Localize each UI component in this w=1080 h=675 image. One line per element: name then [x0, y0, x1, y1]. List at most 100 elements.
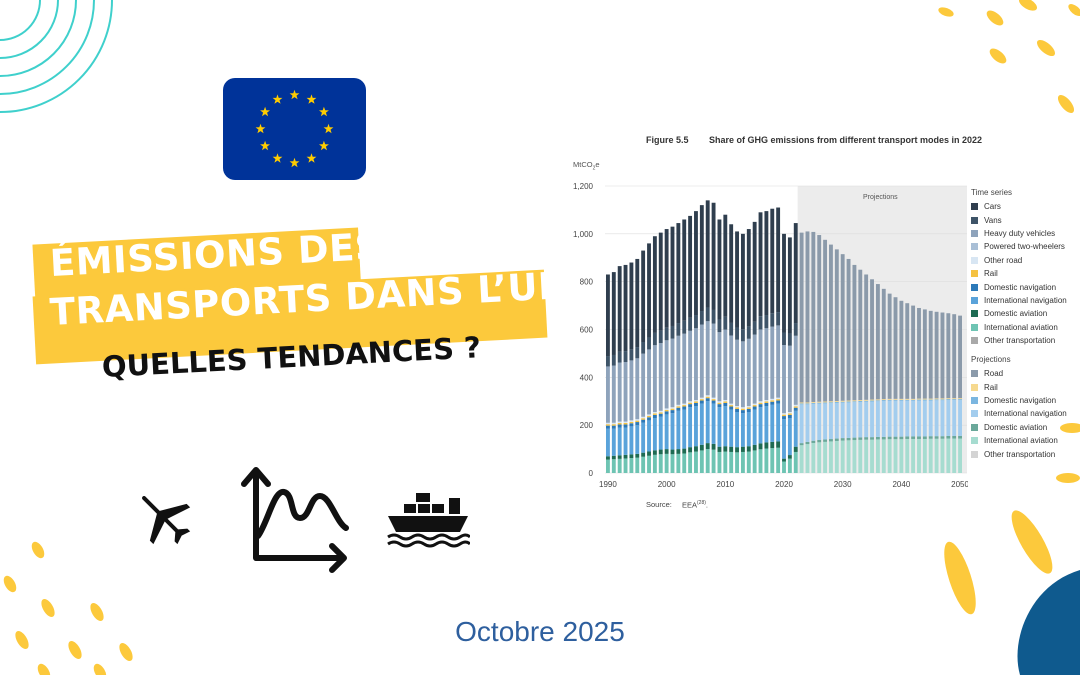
bar-segment — [875, 400, 880, 402]
bar-segment — [829, 439, 833, 442]
bar-segment — [752, 406, 757, 410]
bar-segment — [899, 400, 904, 437]
bar-segment — [605, 456, 610, 460]
bar-segment — [811, 401, 816, 403]
bar-segment — [958, 399, 963, 401]
bar-segment — [694, 328, 698, 401]
bar-segment — [893, 436, 898, 440]
figure-label: Figure 5.5 — [646, 135, 689, 145]
bar-segment — [770, 398, 775, 401]
bar-segment — [852, 401, 857, 403]
bar-segment — [805, 444, 810, 473]
bar-segment — [811, 442, 816, 473]
eu-flag-icon — [223, 78, 366, 180]
bar-segment — [817, 439, 822, 443]
bar-segment — [682, 403, 687, 406]
bar-segment — [834, 249, 839, 402]
bar-segment — [764, 448, 769, 473]
bar-segment — [764, 402, 769, 407]
legend-label: International aviation — [984, 436, 1058, 446]
x-tick-label: 2040 — [892, 480, 910, 489]
bar-segment — [735, 231, 739, 328]
legend-swatch — [971, 256, 978, 264]
legend-time-series: Time series Cars Vans Heavy duty vehicles P… — [971, 188, 1067, 347]
bar-segment — [682, 406, 687, 410]
legend-label: International aviation — [984, 322, 1058, 332]
bar-segment — [758, 443, 763, 450]
bar-segment — [905, 399, 910, 401]
bar-segment — [752, 334, 757, 404]
legend-item: Other road — [971, 254, 1067, 267]
bar-segment — [746, 326, 751, 339]
legend-swatch — [971, 396, 978, 404]
bar-segment — [705, 307, 710, 322]
bar-segment — [652, 332, 657, 346]
bar-segment — [617, 423, 622, 425]
bar-segment — [658, 232, 663, 331]
bar-segment — [776, 399, 781, 401]
yellow-dashes-bottom-left — [3, 541, 133, 675]
bar-segment — [611, 272, 616, 355]
bar-segment — [611, 428, 616, 456]
flag-star — [319, 106, 329, 117]
bar-segment — [729, 403, 734, 406]
bar-segment — [605, 459, 610, 473]
legend-item: Vans — [971, 213, 1067, 226]
bar-segment — [776, 403, 781, 442]
bar-segment — [905, 303, 910, 399]
flag-star — [272, 94, 283, 104]
bar-segment — [652, 413, 657, 415]
bar-segment — [952, 400, 957, 436]
bar-segment — [764, 211, 769, 316]
bar-segment — [787, 413, 792, 415]
bar-segment — [705, 443, 710, 450]
bar-segment — [641, 452, 646, 457]
bar-segment — [858, 439, 863, 473]
bar-segment — [605, 425, 610, 429]
bar-segment — [758, 407, 763, 444]
bar-segment — [870, 439, 874, 473]
bar-segment — [723, 214, 728, 317]
bar-segment — [664, 340, 669, 409]
bar-segment — [893, 297, 898, 399]
bar-segment — [635, 258, 640, 348]
bar-segment — [729, 335, 734, 404]
bar-segment — [870, 279, 874, 400]
bar-segment — [647, 243, 651, 338]
bar-segment — [752, 321, 757, 335]
bar-segment — [688, 317, 693, 331]
bar-segment — [699, 444, 704, 451]
bar-segment — [829, 403, 833, 440]
bar-segment — [658, 412, 663, 414]
bar-segment — [682, 405, 687, 407]
yellow-blades-bottom-right — [944, 423, 1080, 615]
bar-segment — [735, 339, 739, 407]
bar-segment — [793, 406, 798, 408]
bar-segment — [647, 349, 651, 415]
bar-segment — [688, 401, 693, 403]
bar-segment — [922, 398, 927, 400]
bar-segment — [846, 402, 851, 438]
bar-segment — [670, 325, 675, 339]
bar-segment — [729, 224, 734, 323]
bar-segment — [670, 413, 675, 450]
bar-segment — [617, 458, 622, 473]
bar-segment — [717, 319, 722, 333]
bar-segment — [852, 437, 857, 441]
bar-segment — [729, 451, 734, 473]
bar-segment — [711, 449, 716, 473]
bar-segment — [605, 424, 610, 426]
flag-star — [306, 94, 317, 104]
bar-segment — [846, 440, 851, 473]
bar-segment — [858, 400, 863, 402]
legend-title-projections: Projections — [971, 355, 1011, 364]
bar-segment — [723, 446, 728, 452]
bar-segment — [746, 407, 751, 409]
bar-segment — [787, 333, 792, 346]
bar-segment — [676, 223, 681, 324]
bar-segment — [641, 422, 646, 453]
bar-segment — [735, 406, 739, 408]
bar-segment — [817, 442, 822, 473]
bar-segment — [934, 311, 939, 399]
bar-segment — [711, 309, 716, 324]
